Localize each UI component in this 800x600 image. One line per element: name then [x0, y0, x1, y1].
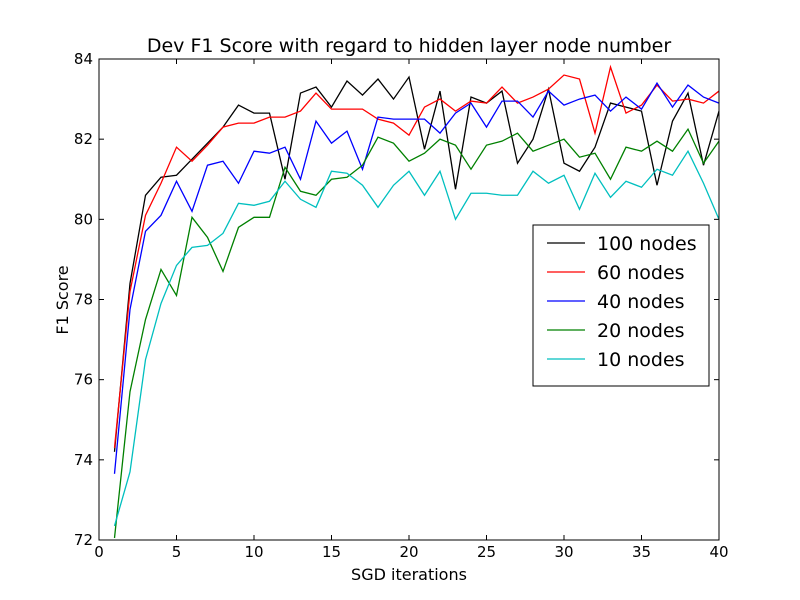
x-tick-label: 30	[554, 543, 573, 561]
legend-label: 60 nodes	[597, 262, 685, 284]
series-line-1	[113, 75, 720, 452]
y-tick-label: 84	[74, 50, 93, 68]
x-tick-label: 40	[709, 543, 728, 561]
x-tick-label: 0	[94, 543, 104, 561]
series-line-2	[113, 64, 720, 448]
chart-title: Dev F1 Score with regard to hidden layer…	[147, 35, 671, 57]
y-axis-title: F1 Score	[53, 265, 72, 334]
y-tick-label: 76	[74, 371, 93, 389]
legend-label: 100 nodes	[597, 233, 697, 255]
legend-label: 40 nodes	[597, 291, 685, 313]
y-tick-label: 78	[74, 291, 93, 309]
y-tick-label: 82	[74, 130, 93, 148]
y-tick-label: 72	[74, 531, 93, 549]
x-tick-label: 15	[322, 543, 341, 561]
x-axis-title: SGD iterations	[351, 565, 467, 584]
y-tick-label: 80	[74, 210, 93, 228]
y-tick-label: 74	[74, 451, 93, 469]
legend-label: 20 nodes	[597, 320, 685, 342]
series-line-3	[113, 81, 720, 474]
x-tick-label: 35	[632, 543, 651, 561]
legend-label: 10 nodes	[597, 349, 685, 371]
legend: 100 nodes 60 nodes 40 nodes 20 nodes 10 node…	[532, 224, 710, 387]
series-line-5	[113, 149, 720, 527]
x-tick-label: 20	[399, 543, 418, 561]
x-tick-label: 5	[172, 543, 182, 561]
series-layer	[113, 64, 720, 539]
x-tick-label: 25	[477, 543, 496, 561]
x-tick-label: 10	[244, 543, 263, 561]
axis-ticks: 0 5 10 15 20 25 30 35 40 72 74 76 78 80 82 84	[74, 50, 729, 561]
series-line-4	[113, 127, 720, 539]
